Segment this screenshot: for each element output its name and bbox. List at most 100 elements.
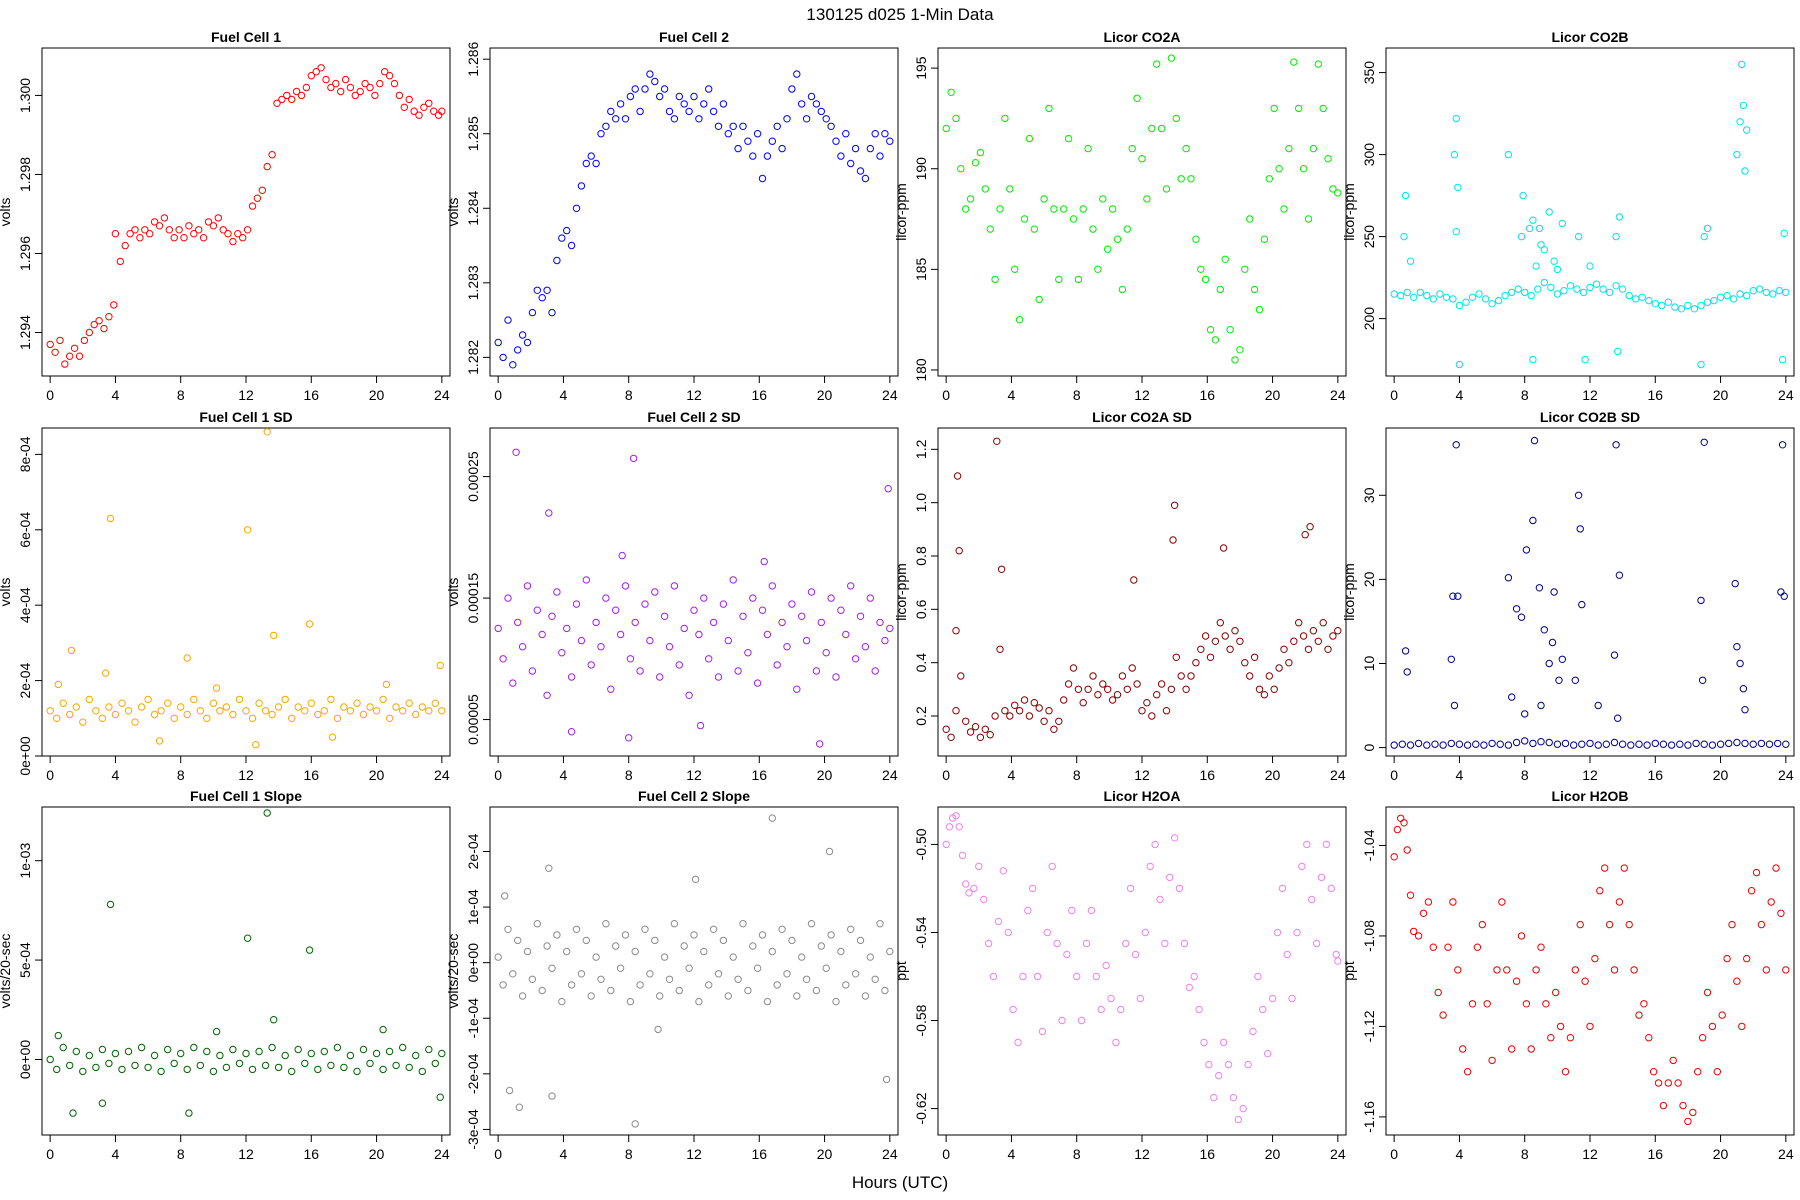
data-point [1180,939,1189,948]
data-point [1548,638,1557,647]
data-point [1739,101,1748,110]
data-point [1400,232,1408,241]
data-point [861,992,870,1000]
y-tick-label: 1.2 [913,439,929,459]
data-point [1679,1101,1687,1110]
data-point [582,159,590,168]
data-point [1006,185,1014,193]
data-point [886,947,894,956]
y-axis-label: volts/20-sec [445,934,461,1009]
data-point [812,100,821,108]
data-point [1615,213,1624,221]
data-point [1540,626,1549,634]
data-point [1674,1079,1682,1087]
data-point [793,70,801,78]
data-point [1192,659,1200,667]
data-point [1743,954,1751,963]
data-point [216,707,224,715]
y-tick-label: 0.8 [913,546,929,566]
data-point [842,630,850,639]
data-point [1545,659,1553,668]
data-point [1275,165,1283,173]
data-point [1038,1027,1047,1036]
data-point [1741,167,1749,175]
data-point [1578,740,1586,748]
data-point [763,630,772,639]
data-point [124,707,133,715]
data-point [1519,191,1527,200]
data-point [651,77,659,86]
data-point [1698,676,1707,684]
data-point [690,931,698,939]
data-point [273,99,281,108]
data-point [1566,1034,1575,1042]
data-point [85,328,94,337]
data-point [1077,1016,1086,1025]
data-point [59,699,67,707]
data-point [1439,741,1447,749]
data-point [981,725,989,733]
data-point [758,931,767,939]
data-point [1308,895,1316,904]
x-tick-label: 12 [238,1146,254,1162]
data-point [314,710,322,719]
data-point [121,241,129,250]
data-point [1671,303,1679,311]
data-series [942,437,1342,741]
data-point [1283,950,1291,959]
data-point [501,892,509,900]
data-point [816,740,824,748]
data-point [54,680,62,689]
data-point [1493,966,1501,974]
data-point [616,964,625,972]
panel-grid: Fuel Cell 1 0 4 8 12 16 20 24 1.294 1.296 1.298 1.3… [0,29,1795,1162]
data-point [670,115,679,123]
data-point [1182,144,1190,153]
data-point [976,148,985,157]
data-point [545,864,553,872]
y-tick-label: -2e-04 [465,1053,481,1094]
plot-frame [489,427,899,757]
x-tick-label: 20 [817,1146,833,1162]
data-point [1416,288,1425,297]
data-point [1601,864,1609,872]
data-point [1035,295,1043,304]
data-point [680,624,688,633]
data-point [294,1045,302,1054]
data-point [1197,265,1205,273]
data-point [1241,659,1249,667]
data-point [548,964,556,972]
data-point [822,964,830,972]
data-point [976,733,985,741]
data-point [1537,701,1545,710]
data-point [425,1045,433,1054]
data-point [518,992,527,1000]
data-point [1334,627,1342,635]
data-point [744,137,752,145]
data-point [991,712,999,720]
data-point [631,947,639,956]
data-point [1725,739,1733,748]
data-point [567,728,576,736]
data-point [297,91,306,100]
data-point [1410,927,1418,936]
x-tick-label: 12 [686,1146,702,1162]
x-tick-label: 4 [1008,767,1016,783]
data-point [405,1063,413,1072]
data-point [582,576,590,584]
data-point [514,936,522,945]
data-point [1532,262,1540,270]
x-tick-label: 20 [369,1146,385,1162]
data-point [1329,185,1337,193]
x-tick-label: 4 [560,387,568,403]
data-point [1050,205,1058,213]
data-point [1390,290,1398,298]
data-point [705,85,713,93]
data-point [1166,873,1174,882]
data-point [971,159,980,167]
data-point [1555,676,1563,684]
data-point [1566,282,1575,290]
data-point [1069,664,1078,672]
x-tick-label: 24 [1778,767,1794,783]
data-point [654,1025,662,1034]
